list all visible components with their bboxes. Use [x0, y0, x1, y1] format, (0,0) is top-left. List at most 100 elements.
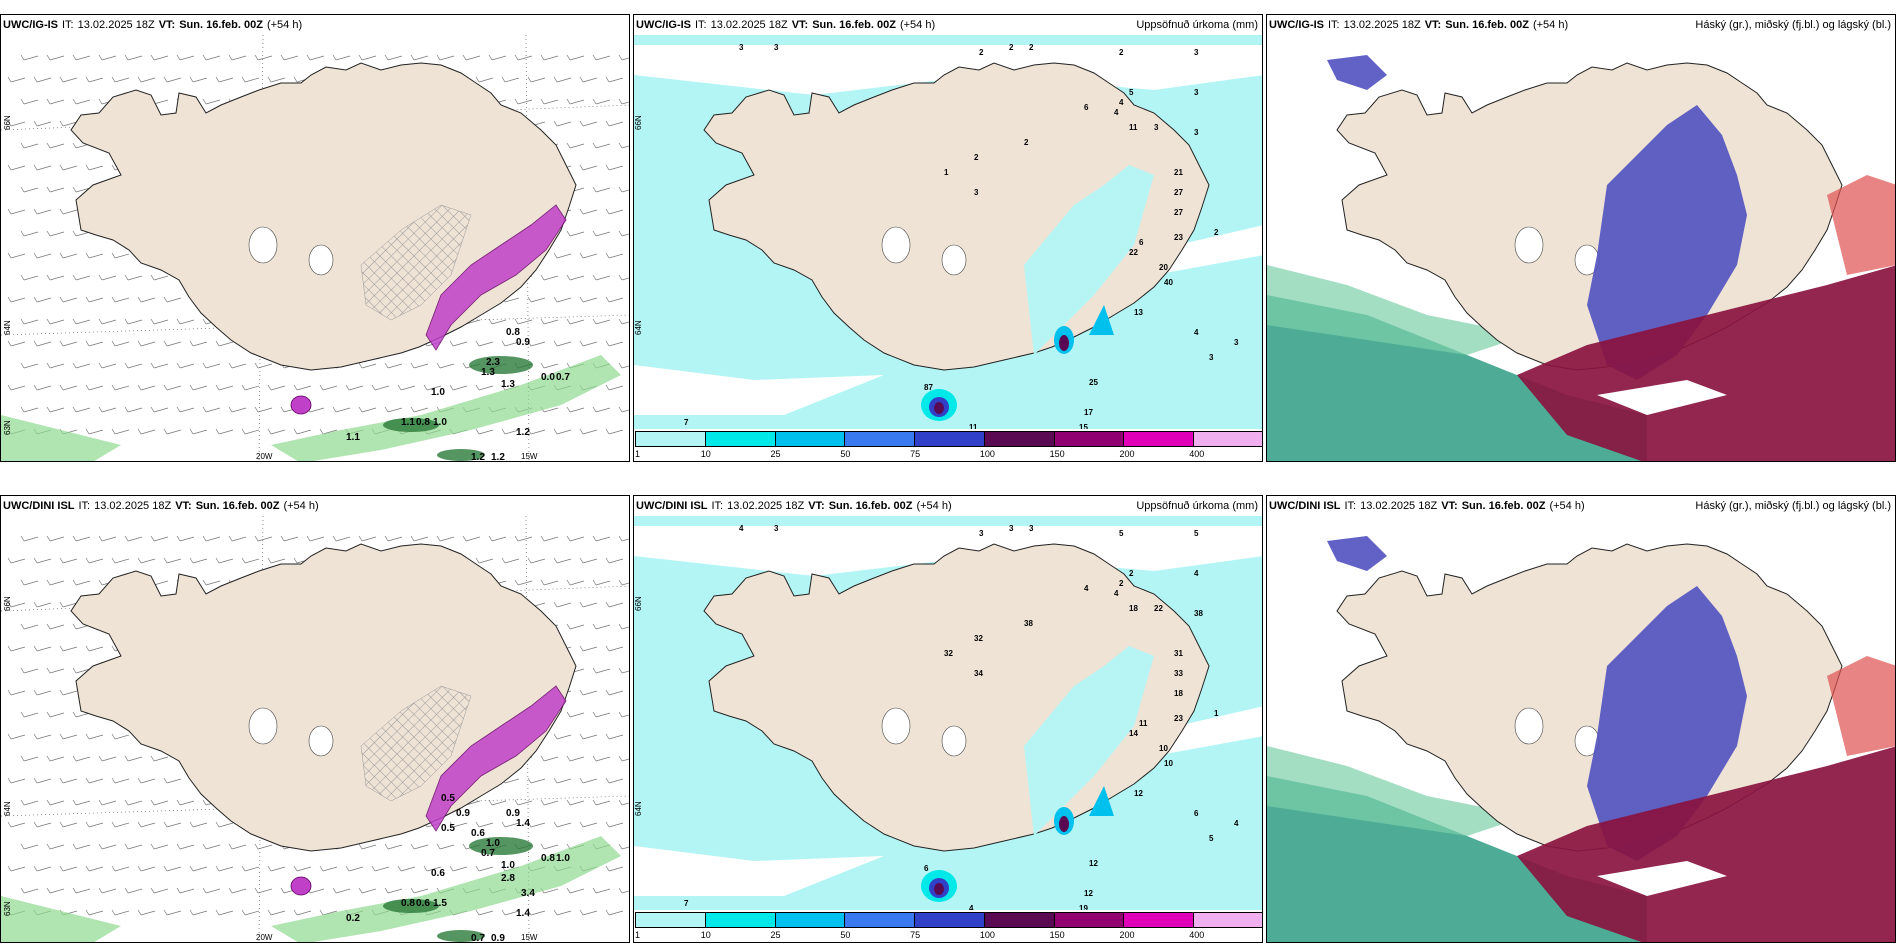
wind-barb-tick: [20, 186, 25, 193]
wind-barb: [231, 55, 247, 61]
wind-barb-tick: [579, 821, 584, 828]
wind-barb-tick: [98, 318, 103, 325]
wind-barb-tick: [111, 296, 116, 303]
wind-barb: [608, 558, 624, 564]
wind-barb-tick: [72, 799, 77, 806]
wind-barb: [257, 363, 273, 369]
wind-barb: [88, 77, 104, 83]
colorbar-segment: [914, 912, 985, 928]
wind-barb: [114, 341, 130, 347]
precip-value: 3: [1194, 128, 1199, 137]
wind-barb-tick: [124, 318, 129, 325]
precip-value: 3: [1209, 353, 1214, 362]
precip-value: 4: [1194, 569, 1199, 578]
wind-barb-tick: [33, 733, 38, 740]
wind-barb: [88, 910, 104, 916]
wind-barb-tick: [59, 164, 64, 171]
wind-barb-tick: [566, 406, 571, 413]
wind-barb: [361, 363, 377, 369]
wind-barb-tick: [397, 384, 402, 391]
wind-barb: [127, 275, 143, 281]
wind-barb-tick: [501, 76, 506, 83]
wind-barb-tick: [150, 799, 155, 806]
wind-barb-tick: [527, 340, 532, 347]
wind-barb: [400, 866, 416, 872]
panel-title: Háský (gr.), miðský (fj.bl.) og lágský (…: [1691, 15, 1891, 35]
latitude-label: 66N: [3, 115, 12, 130]
wind-barb: [192, 822, 208, 828]
precip-value: 5: [1119, 529, 1124, 538]
iceland-land: [70, 543, 577, 852]
precip-colorbar: 1 10 25 50 75 100 150 200 400: [634, 429, 1262, 461]
wind-barb: [348, 385, 364, 391]
wind-barb-tick: [46, 887, 51, 894]
wind-barb: [309, 407, 325, 413]
precip-value: 6: [1139, 238, 1144, 247]
wind-barb: [101, 319, 117, 325]
wind-barb-tick: [605, 601, 610, 608]
wind-barb-tick: [59, 601, 64, 608]
wind-barb: [595, 668, 611, 674]
wind-barb-tick: [475, 76, 480, 83]
precip-value: 32: [974, 634, 983, 643]
precip-value: 2: [1129, 569, 1134, 578]
wind-barb: [270, 429, 286, 435]
colorbar-label: 200: [1119, 449, 1135, 459]
wind-barb: [75, 187, 91, 193]
wind-barb: [127, 363, 143, 369]
wind-barb: [166, 77, 182, 83]
wind-barb: [218, 822, 234, 828]
precip-value: 3: [774, 43, 779, 52]
wind-barb: [582, 822, 598, 828]
colorbar-segment: [774, 431, 846, 447]
wind-barb: [621, 802, 629, 806]
wind-barb: [153, 800, 169, 806]
wind-barb: [127, 800, 143, 806]
wind-barb: [387, 844, 403, 850]
wind-barb-tick: [540, 535, 545, 542]
it-label: IT:: [695, 19, 707, 31]
wind-barb: [62, 734, 78, 740]
wind-barb-tick: [111, 76, 116, 83]
panel-header: UWC/IG-IS IT: 13.02.2025 18Z VT: Sun. 16.feb…: [634, 15, 1262, 35]
precip-value: 5: [1209, 834, 1214, 843]
wind-barb-tick: [20, 711, 25, 718]
wind-barb: [179, 800, 195, 806]
wind-barb: [62, 646, 78, 652]
map-canvas: 0.8 1.01.00.70.60.8 0.6 1.51.40.20.7 0.91.00…: [1, 516, 629, 942]
wind-barb-tick: [553, 296, 558, 303]
wind-value: 1.0: [431, 387, 445, 398]
wind-value: 0.6: [471, 828, 485, 839]
wind-barb-tick: [189, 384, 194, 391]
wind-barb-tick: [228, 406, 233, 413]
model-name: UWC/IG-IS: [1269, 19, 1324, 31]
wind-barb-tick: [579, 76, 584, 83]
wind-barb-tick: [228, 54, 233, 61]
wind-barb: [179, 888, 195, 894]
wind-barb: [569, 55, 585, 61]
wind-barb: [504, 778, 520, 784]
colorbar-label: 75: [910, 930, 921, 940]
wind-value: 0.8: [416, 417, 430, 428]
wind-barb: [179, 363, 195, 369]
wind-barb: [88, 558, 104, 564]
wind-barb: [517, 99, 533, 105]
wind-barb-tick: [202, 843, 207, 850]
wind-barb: [582, 646, 598, 652]
wind-barb-tick: [7, 120, 12, 127]
wind-barb-tick: [46, 274, 51, 281]
colorbar-label: 1: [635, 449, 641, 459]
wind-barb: [153, 363, 169, 369]
wind-barb-tick: [20, 535, 25, 542]
wind-barb-tick: [46, 843, 51, 850]
wind-barb: [374, 385, 390, 391]
wind-barb-tick: [553, 120, 558, 127]
wind-barb: [101, 844, 117, 850]
wind-barb-tick: [59, 689, 64, 696]
it-label: IT:: [711, 500, 724, 512]
wind-barb: [127, 844, 143, 850]
wind-barb: [270, 558, 286, 564]
wind-barb-tick: [46, 230, 51, 237]
colorbar-segment: [844, 431, 916, 447]
wind-barb: [387, 536, 403, 542]
